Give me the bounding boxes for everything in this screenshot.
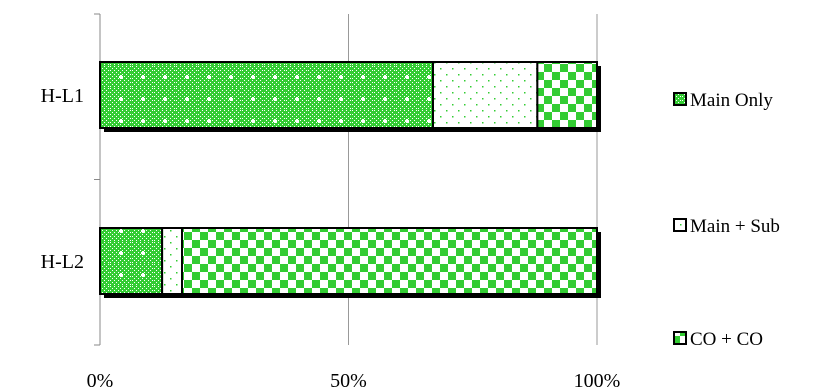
bar-segment	[536, 61, 598, 129]
bar-segment	[99, 227, 164, 295]
legend-swatch	[673, 92, 687, 106]
category-label: H-L2	[41, 251, 84, 273]
x-tick-labels: 0% 50% 100%	[87, 370, 621, 391]
legend-label: Main Only	[690, 90, 773, 111]
legend: Main Only Main + Sub CO + CO	[673, 90, 780, 350]
legend-swatch	[673, 218, 687, 232]
x-tick-label: 100%	[574, 370, 621, 391]
y-axis-ticks	[94, 13, 100, 346]
bar-segment	[99, 61, 434, 129]
category-label: H-L1	[41, 85, 84, 107]
legend-label: Main + Sub	[690, 216, 780, 237]
bar-segment	[181, 227, 598, 295]
legend-label: CO + CO	[690, 329, 763, 350]
bar-segment	[161, 227, 184, 295]
category-labels: H-L1 H-L2	[41, 85, 84, 273]
x-tick-label: 0%	[87, 370, 114, 391]
x-tick-label: 50%	[330, 370, 367, 391]
legend-swatch	[673, 331, 687, 345]
bar-segment	[431, 61, 539, 129]
bars	[99, 61, 601, 298]
